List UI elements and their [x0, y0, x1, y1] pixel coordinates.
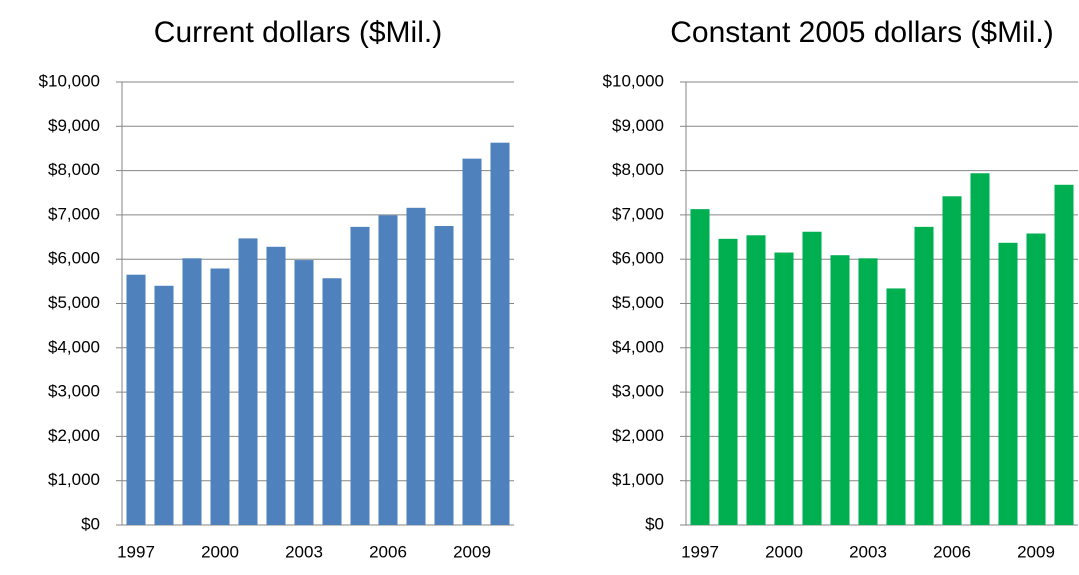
- x-tick-label: 2003: [849, 542, 887, 561]
- y-tick-label: $7,000: [612, 204, 664, 223]
- y-tick-label: $3,000: [48, 382, 100, 401]
- x-tick-label: 2006: [933, 542, 971, 561]
- y-tick-label: $6,000: [48, 249, 100, 268]
- y-tick-label: $1,000: [48, 470, 100, 489]
- y-tick-label: $2,000: [612, 426, 664, 445]
- y-tick-label: $6,000: [612, 249, 664, 268]
- bar: [154, 285, 174, 525]
- bar: [378, 215, 398, 525]
- bar: [1026, 233, 1046, 526]
- bar: [914, 226, 934, 525]
- x-tick-label: 1997: [681, 542, 719, 561]
- bar: [182, 258, 202, 525]
- y-tick-label: $9,000: [48, 116, 100, 135]
- bar: [830, 255, 850, 525]
- bar: [294, 260, 314, 525]
- bar: [998, 242, 1018, 525]
- y-tick-label: $4,000: [612, 337, 664, 356]
- y-tick-label: $5,000: [48, 293, 100, 312]
- x-tick-label: 2000: [765, 542, 803, 561]
- y-tick-label: $10,000: [603, 71, 664, 90]
- bar: [350, 226, 370, 525]
- y-tick-label: $0: [645, 514, 664, 533]
- x-tick-label: 2006: [369, 542, 407, 561]
- bar: [970, 173, 990, 525]
- x-tick-label: 1997: [117, 542, 155, 561]
- bar: [718, 238, 738, 525]
- bar: [322, 278, 342, 525]
- y-tick-label: $4,000: [48, 337, 100, 356]
- bar: [802, 231, 822, 525]
- y-tick-label: $9,000: [612, 116, 664, 135]
- y-tick-label: $5,000: [612, 293, 664, 312]
- bar: [406, 207, 426, 525]
- chart-title: Current dollars ($Mil.): [154, 16, 442, 49]
- y-tick-label: $8,000: [612, 160, 664, 179]
- bar: [746, 235, 766, 525]
- bar: [266, 246, 286, 525]
- bar: [886, 288, 906, 525]
- bar: [858, 258, 878, 525]
- y-tick-label: $1,000: [612, 470, 664, 489]
- y-tick-label: $8,000: [48, 160, 100, 179]
- bar: [126, 274, 146, 525]
- y-tick-label: $0: [81, 514, 100, 533]
- bar: [1054, 184, 1074, 525]
- chart-title: Constant 2005 dollars ($Mil.): [670, 16, 1054, 49]
- bar: [690, 209, 710, 526]
- bar: [490, 142, 510, 526]
- x-tick-label: 2009: [1017, 542, 1055, 561]
- y-tick-label: $7,000: [48, 204, 100, 223]
- bar: [238, 238, 258, 525]
- bar: [462, 158, 482, 525]
- bar: [774, 252, 794, 525]
- bar: [434, 225, 454, 525]
- bar: [210, 268, 230, 525]
- y-tick-label: $3,000: [612, 382, 664, 401]
- bar: [942, 196, 962, 525]
- x-tick-label: 2003: [285, 542, 323, 561]
- x-tick-label: 2009: [453, 542, 491, 561]
- y-tick-label: $10,000: [39, 71, 100, 90]
- y-tick-label: $2,000: [48, 426, 100, 445]
- x-tick-label: 2000: [201, 542, 239, 561]
